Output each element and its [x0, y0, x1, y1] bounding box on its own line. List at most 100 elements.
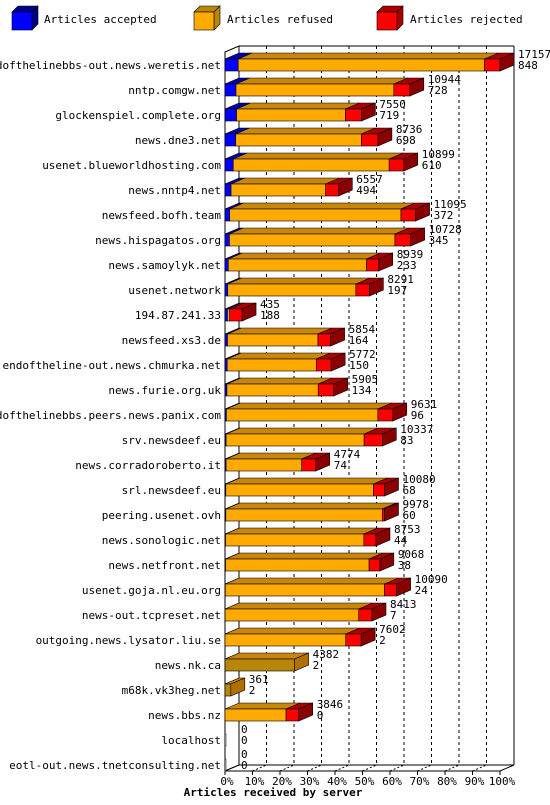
- grid-floor-line: [279, 764, 295, 772]
- bar-segment: [225, 508, 383, 522]
- legend-item-rejected: Articles rejected: [376, 5, 523, 31]
- value-label-top: 9631: [411, 398, 438, 411]
- value-label-bottom: 44: [394, 534, 408, 547]
- bar-segment-side: [337, 177, 353, 197]
- x-tick-label: 50%: [355, 775, 375, 788]
- x-tick-label: 30%: [300, 775, 320, 788]
- bar-segment-side: [403, 152, 419, 172]
- category-label: news.bbs.nz: [148, 709, 221, 722]
- value-label-top: 6557: [356, 173, 383, 186]
- bar-segment-side: [378, 252, 394, 272]
- bar-segment-side: [330, 327, 345, 347]
- legend-item-refused: Articles refused: [193, 5, 333, 31]
- bar-segment: [224, 308, 228, 322]
- bar-segment: [225, 558, 370, 572]
- bar-segment: [237, 58, 485, 72]
- value-label-top: 4382: [313, 648, 340, 661]
- value-label-bottom: 164: [349, 334, 369, 347]
- value-label-bottom: 83: [400, 434, 413, 447]
- bar-segment: [225, 433, 365, 447]
- bar-segment-side: [360, 627, 376, 647]
- value-label-top: 8736: [396, 123, 423, 136]
- value-label-top: 10090: [415, 573, 448, 586]
- bar-segment: [315, 358, 332, 372]
- grid-floor-line: [252, 764, 267, 772]
- legend-item-accepted: Articles accepted: [11, 5, 157, 31]
- bar-segment-top: [235, 127, 376, 135]
- x-axis-label: Articles received by server: [184, 786, 363, 799]
- value-label-bottom: 0: [317, 709, 324, 722]
- bar-segment-top: [230, 177, 340, 185]
- x-tick-label: 90%: [465, 775, 485, 788]
- legend-swatch-refused-front: [193, 11, 215, 31]
- value-label-top: 8753: [394, 523, 421, 536]
- bar-segment: [229, 233, 396, 247]
- bar-segment-side: [375, 527, 391, 547]
- value-label-top: 8291: [387, 273, 414, 286]
- bar-segment: [230, 183, 326, 197]
- bar-segment: [224, 658, 295, 672]
- bar-segment: [224, 333, 228, 347]
- value-label-top: 0: [241, 748, 248, 761]
- legend-label-accepted: Articles accepted: [44, 13, 157, 26]
- value-label-top: 435: [260, 298, 280, 311]
- value-label-top: 8413: [390, 598, 417, 611]
- bar-segment-top: [227, 277, 371, 285]
- bar-segment: [225, 483, 374, 497]
- bar-segment: [285, 708, 299, 722]
- bar-segment: [235, 83, 395, 97]
- bar-segment-side: [384, 477, 399, 497]
- bar-segment-top: [228, 252, 381, 260]
- value-label-bottom: 197: [387, 284, 407, 297]
- bar-segment: [227, 283, 357, 297]
- value-label-top: 11095: [434, 198, 467, 211]
- bar-segment: [226, 408, 379, 422]
- bar-segment: [400, 208, 416, 222]
- bar-segment: [358, 608, 373, 622]
- bar-segment-top: [227, 327, 333, 335]
- category-label: newsfeed.bofh.team: [102, 209, 222, 222]
- bar-segment: [317, 333, 331, 347]
- bar-segment: [345, 633, 362, 647]
- value-label-bottom: 848: [518, 59, 538, 72]
- bar-segment-top: [225, 427, 379, 435]
- value-label-top: 7550: [379, 98, 406, 111]
- bar-segment: [224, 683, 232, 697]
- bar-segment: [384, 583, 397, 597]
- value-label-top: 8939: [397, 248, 424, 261]
- bar-segment-top: [225, 502, 397, 510]
- plot-area: 0% 10% 20% 30% 40% 50% 60% 70% 80% 90% 100% endofth…: [0, 45, 550, 788]
- bar-segment: [227, 308, 230, 322]
- bar-segment: [363, 533, 377, 547]
- x-tick-label: 20%: [272, 775, 292, 788]
- value-label-bottom: 372: [434, 209, 454, 222]
- bar-segment-side: [333, 377, 348, 397]
- bar-segment-side: [384, 502, 399, 522]
- grid-floor-line: [334, 764, 350, 772]
- category-label: news.furie.org.uk: [108, 384, 221, 397]
- bar-segment: [373, 483, 385, 497]
- bar-segment: [366, 258, 380, 272]
- x-tick-label: 80%: [437, 775, 457, 788]
- bar-segment-side: [241, 302, 257, 322]
- category-label: usenet.blueworldhosting.com: [42, 159, 221, 172]
- x-tick-label: 100%: [489, 775, 516, 788]
- bar-segment: [368, 558, 381, 572]
- x-tick-label: 60%: [382, 775, 402, 788]
- grid-floor-line: [444, 764, 460, 772]
- bar-segment: [363, 433, 383, 447]
- value-label-bottom: 494: [356, 184, 376, 197]
- value-label-top: 3846: [317, 698, 344, 711]
- bar-segment-side: [361, 102, 376, 122]
- value-label-bottom: 2: [379, 634, 386, 647]
- bar-segment-side: [379, 552, 395, 572]
- bar-segment: [224, 633, 347, 647]
- bar-segment-side: [369, 277, 384, 297]
- category-label: news.netfront.net: [108, 559, 221, 572]
- legend-swatch-rejected-front: [376, 11, 398, 31]
- value-label-top: 4774: [334, 448, 361, 461]
- category-label: endofthelinebbs-out.news.weretis.net: [0, 59, 221, 72]
- bar-segment: [224, 258, 229, 272]
- value-label-bottom: 150: [349, 359, 369, 372]
